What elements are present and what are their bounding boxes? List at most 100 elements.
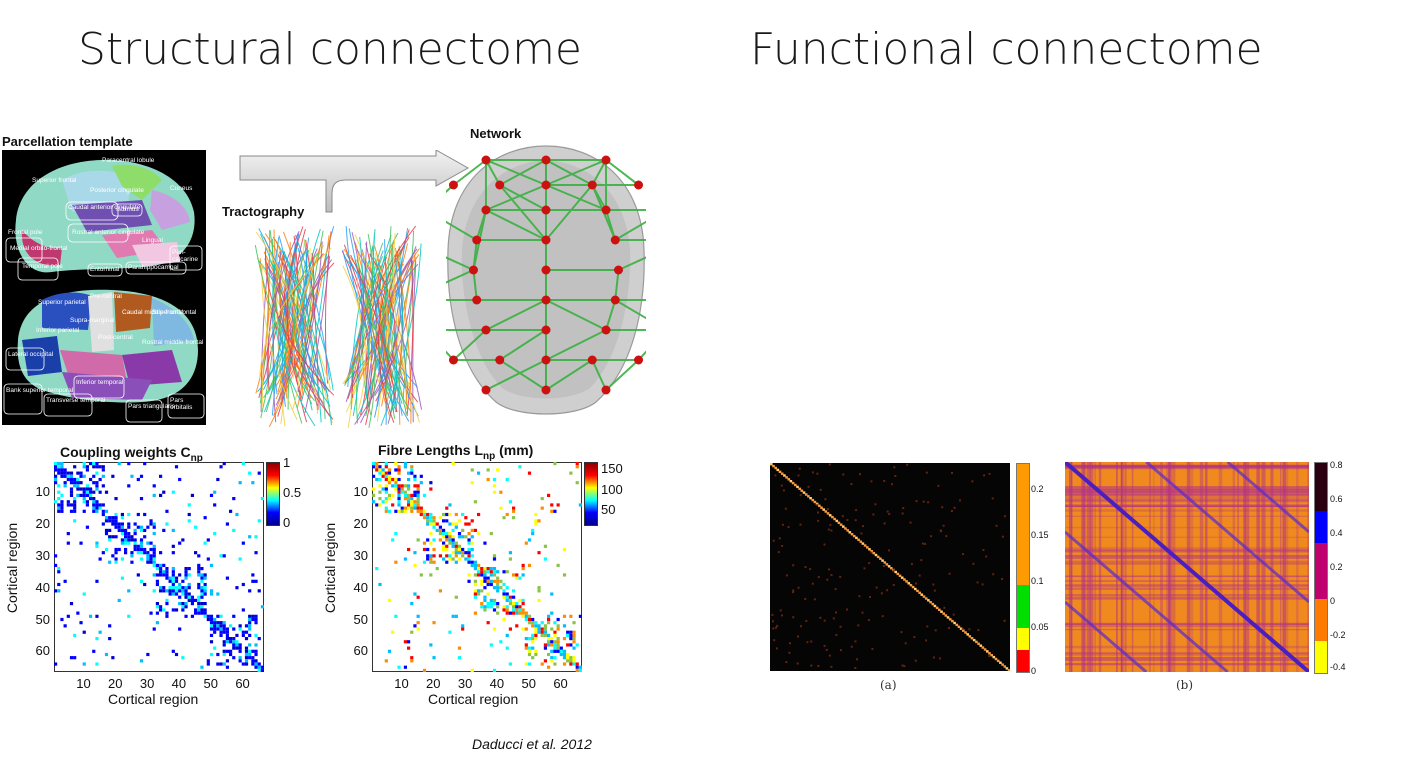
matrix-cell: [85, 484, 89, 488]
matrix-cell: [543, 659, 547, 663]
matrix-cell: [391, 484, 395, 488]
matrix-stripe: [1296, 462, 1299, 672]
matrix-cell: [171, 582, 175, 587]
matrix-cell: [254, 617, 258, 622]
matrix-cell: [432, 519, 436, 523]
matrix-cell: [898, 574, 902, 577]
network-node: [541, 325, 551, 335]
structural-title: Structural connectome: [78, 24, 583, 75]
fibre-tract: [295, 234, 331, 381]
matrix-cell: [419, 509, 423, 513]
matrix-cell: [819, 616, 822, 619]
functional-a-caption: (a): [880, 678, 897, 692]
matrix-cell: [79, 621, 83, 625]
matrix-cell: [95, 579, 99, 583]
matrix-cell: [872, 551, 876, 555]
matrix-cell: [512, 611, 516, 615]
matrix-cell: [66, 474, 70, 478]
matrix-cell: [881, 559, 884, 562]
matrix-cell: [73, 500, 77, 504]
matrix-cell: [492, 573, 497, 577]
brain-label: Entorhinal: [90, 266, 120, 273]
matrix-cell: [73, 656, 77, 660]
matrix-cell: [257, 519, 261, 523]
matrix-cell: [807, 495, 810, 498]
matrix-cell: [948, 627, 950, 630]
matrix-cell: [222, 662, 226, 666]
y-tick: 10: [353, 484, 368, 500]
coupling-matrix: [54, 462, 264, 672]
matrix-cell: [435, 528, 439, 532]
matrix-cell: [457, 557, 462, 561]
matrix-cell: [813, 598, 816, 601]
matrix-stripe: [1065, 509, 1309, 512]
matrix-cell: [902, 507, 905, 510]
matrix-cell: [955, 623, 959, 627]
matrix-stripe: [1065, 486, 1309, 490]
matrix-cell: [448, 554, 452, 558]
matrix-cell: [855, 536, 858, 540]
matrix-cell: [111, 474, 115, 478]
matrix-cell: [454, 512, 458, 517]
matrix-cell: [435, 522, 439, 526]
matrix-cell: [232, 614, 236, 618]
x-tick: 30: [457, 676, 473, 691]
fibre-tract: [393, 233, 420, 423]
matrix-cell: [888, 549, 890, 552]
matrix-cell: [63, 474, 67, 478]
network-edge: [591, 359, 607, 391]
matrix-cell: [863, 544, 867, 547]
matrix-cell: [792, 564, 795, 567]
matrix-cell: [413, 477, 417, 482]
matrix-cell: [857, 624, 860, 627]
matrix-cell: [254, 665, 258, 669]
matrix-cell: [79, 481, 83, 485]
matrix-cell: [988, 652, 991, 655]
fibre-x-label: Cortical region: [428, 691, 519, 707]
matrix-cell: [856, 658, 858, 661]
network-edge: [591, 159, 607, 186]
matrix-cell: [238, 659, 242, 663]
brain-label: Cuneus: [170, 185, 193, 192]
fibre-tract: [286, 242, 291, 399]
matrix-cell: [139, 538, 144, 542]
matrix-stripe: [1086, 462, 1091, 672]
matrix-cell: [174, 465, 179, 469]
matrix-cell: [222, 652, 226, 657]
matrix-cell: [260, 668, 264, 672]
matrix-cell: [464, 551, 468, 555]
matrix-cell: [921, 542, 924, 545]
network-node: [541, 155, 551, 165]
matrix-cell: [181, 579, 185, 583]
network-edge: [614, 269, 620, 301]
tractography-image: [254, 225, 423, 428]
matrix-cell: [229, 509, 233, 513]
matrix-stripe: [1120, 462, 1125, 672]
matrix-cell: [413, 563, 417, 567]
matrix-cell: [527, 563, 532, 567]
matrix-cell: [232, 528, 236, 532]
matrix-cell: [900, 631, 903, 634]
matrix-cell: [797, 635, 799, 638]
matrix-cell: [162, 490, 166, 494]
matrix-cell: [550, 637, 554, 641]
coupling-colorbar-tick: 1: [283, 455, 291, 470]
matrix-cell: [178, 477, 182, 482]
matrix-cell: [85, 490, 89, 494]
coupling-title-sub: np: [190, 452, 203, 464]
fibre-tract: [358, 243, 408, 382]
brain-label: Bank superior temporal: [6, 387, 74, 394]
matrix-cell: [771, 613, 774, 616]
matrix-cell: [232, 627, 236, 631]
matrix-cell: [527, 617, 532, 622]
matrix-cell: [438, 554, 442, 558]
matrix-cell: [229, 652, 233, 657]
matrix-cell: [896, 572, 900, 576]
matrix-cell: [216, 662, 220, 666]
matrix-cell: [492, 668, 497, 672]
matrix-cell: [951, 619, 954, 623]
matrix-cell: [492, 602, 497, 606]
matrix-cell: [127, 522, 131, 526]
matrix-cell: [244, 649, 249, 653]
matrix-cell: [467, 532, 471, 536]
